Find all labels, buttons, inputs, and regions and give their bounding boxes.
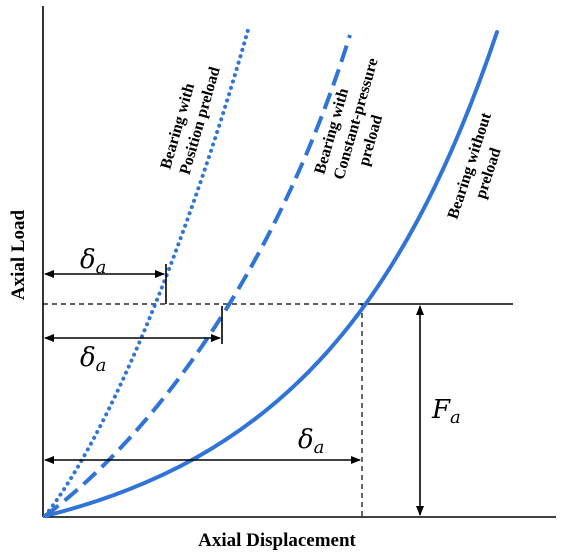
delta-label-without-preload: δa xyxy=(298,425,324,458)
x-axis-title: Axial Displacement xyxy=(198,530,356,551)
curve-constant-pressure-preload xyxy=(43,34,352,518)
label-position-preload: Bearing with Position preload xyxy=(158,59,224,176)
delta-label-constant-pressure: δa xyxy=(80,343,106,376)
label-without-preload: Bearing without preload xyxy=(445,107,516,227)
label-constant-pressure-preload: Bearing with Constant-pressure preload xyxy=(312,47,403,187)
y-axis-title: Axial Load xyxy=(8,209,29,300)
force-label: Fa xyxy=(431,395,461,428)
curve-without-preload xyxy=(43,30,499,518)
delta-label-position: δa xyxy=(80,245,106,278)
curve-position-preload xyxy=(43,28,250,518)
